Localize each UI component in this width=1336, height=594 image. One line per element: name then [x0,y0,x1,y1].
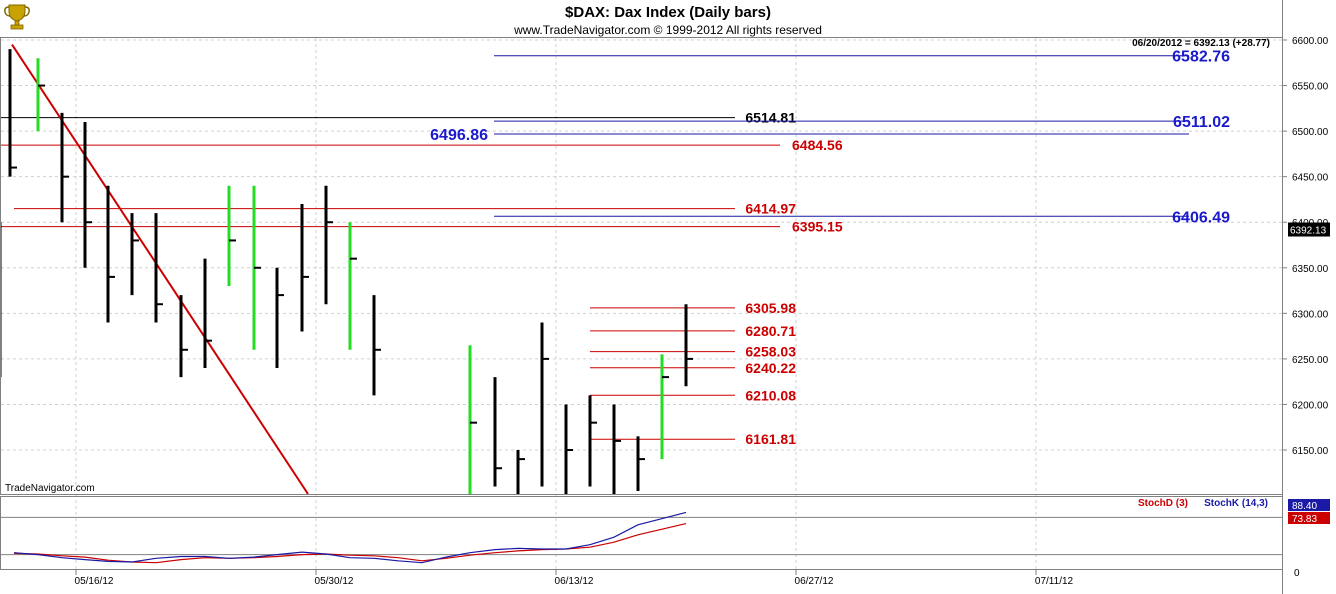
x-tick-label: 06/13/12 [555,576,594,587]
price-bar [588,395,597,487]
last-quote: 06/20/2012 = 6392.13 (+28.77) [1132,38,1270,49]
level-label: 6496.86 [430,127,488,144]
price-bar [612,404,621,494]
level-label: 6406.49 [1172,209,1230,226]
price-bar [227,185,236,286]
stoch-axis-zero: 0 [1294,568,1300,579]
price-bar [154,213,163,323]
level-label: 6305.98 [745,300,796,316]
y-tick-label: 6500.00 [1292,127,1329,138]
date-axis: 05/16/12 05/30/12 06/13/12 06/27/12 07/11/12 [75,570,1074,587]
price-axis: 6150.006200.006250.006300.006350.006400.… [1282,36,1330,457]
stochk-line [13,511,687,564]
price-bar [60,112,69,223]
stochk-legend: StochK (14,3) [1204,498,1268,509]
price-bar [564,404,573,494]
y-tick-label: 6550.00 [1292,82,1329,93]
level-label: 6582.76 [1172,49,1230,66]
price-bar [8,49,17,177]
level-label: 6511.02 [1173,114,1230,131]
price-bar [636,436,645,491]
price-panel [0,37,1282,494]
price-bar [684,304,693,387]
chart-title: $DAX: Dax Index (Daily bars) [565,4,771,21]
price-bar [83,122,92,268]
level-label: 6240.22 [745,360,796,376]
price-bar [106,185,115,323]
price-bar [468,345,477,494]
level-label: 6514.81 [745,110,796,126]
price-bar [516,450,525,494]
price-bar [372,295,381,396]
stochd-value-tag [1288,512,1330,524]
price-bar [660,354,669,460]
price-bar [493,377,502,487]
x-tick-label: 07/11/12 [1035,576,1074,587]
stochd-value: 73.83 [1292,514,1317,525]
price-bar [275,267,284,368]
price-bar [36,58,45,132]
y-tick-label: 6600.00 [1292,36,1329,47]
price-bar [300,204,309,332]
last-price-tag [1288,222,1330,237]
last-price-label: 6392.13 [1290,226,1327,237]
watermark-text: TradeNavigator.com [5,483,95,494]
level-label: 6414.97 [745,201,796,217]
y-tick-label: 6200.00 [1292,400,1329,411]
stochastic-lines [1,511,1282,564]
y-tick-label: 6250.00 [1292,355,1329,366]
x-tick-label: 06/27/12 [795,576,834,587]
price-bar [324,185,333,305]
level-label: 6258.03 [745,344,796,360]
y-tick-label: 6450.00 [1292,173,1329,184]
y-tick-label: 6150.00 [1292,446,1329,457]
stochk-value-tag [1288,499,1330,511]
level-label: 6395.15 [792,219,843,235]
price-bar [203,258,212,368]
trophy-icon [4,4,30,30]
level-label: 6280.71 [745,323,796,339]
grid-lines [1,38,1282,570]
price-bar [348,222,357,350]
copyright-text: www.TradeNavigator.com © 1999-2012 All r… [513,23,822,37]
price-levels: 6582.76 6514.81 6511.02 6496.86 6484.56 6414.… [0,49,1230,447]
y-tick-label: 6300.00 [1292,309,1329,320]
price-bar [540,322,549,487]
level-label: 6484.56 [792,137,843,153]
stochd-legend: StochD (3) [1138,498,1188,509]
price-bar [130,213,139,296]
x-tick-label: 05/16/12 [75,576,114,587]
price-bar [252,185,261,350]
price-bar [179,295,188,378]
y-tick-label: 6350.00 [1292,264,1329,275]
level-label: 6210.08 [745,387,796,403]
level-label: 6161.81 [745,431,796,447]
stochk-value: 88.40 [1292,501,1317,512]
price-bars [0,49,693,494]
x-tick-label: 05/30/12 [315,576,354,587]
